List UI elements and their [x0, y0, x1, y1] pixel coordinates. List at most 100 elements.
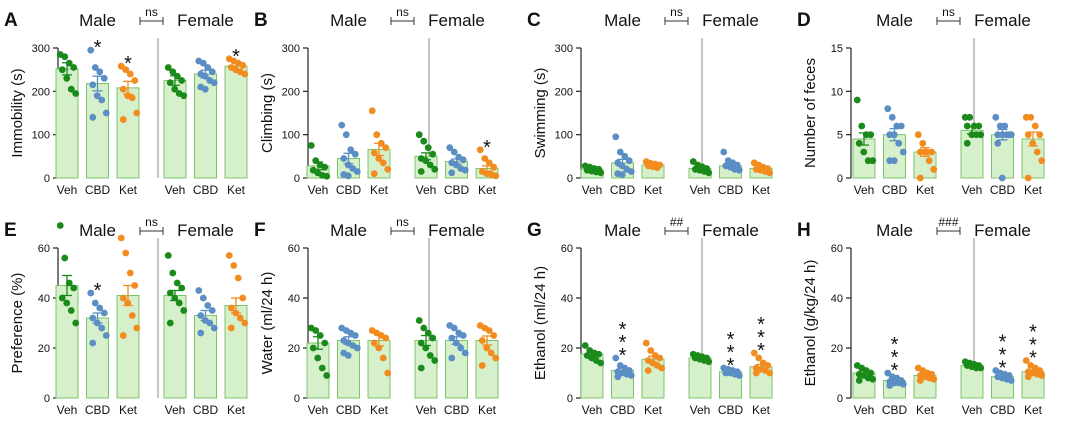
data-point [351, 332, 359, 339]
data-point [61, 254, 69, 262]
data-point [65, 59, 73, 67]
y-axis-label: Number of feces [802, 58, 819, 168]
data-point [992, 113, 1000, 121]
sex-label-female: Female [702, 11, 759, 30]
comparison-label: ns [942, 5, 955, 19]
data-point [89, 81, 97, 89]
data-point [197, 312, 205, 319]
data-point [58, 294, 66, 302]
data-point [373, 131, 381, 139]
data-point [204, 64, 212, 71]
data-point [309, 344, 317, 352]
data-point [921, 148, 929, 156]
data-point [897, 122, 905, 130]
comparison-label: ns [396, 5, 409, 19]
data-point [963, 122, 971, 130]
data-point [642, 339, 650, 347]
y-axis-label: Ethanol (ml/24 h) [532, 266, 549, 380]
x-tick-label: CBD [444, 183, 470, 197]
data-point [384, 165, 392, 173]
data-point [382, 144, 390, 152]
data-point [67, 85, 75, 93]
sex-label-male: Male [330, 11, 367, 30]
data-point [323, 372, 331, 379]
data-point [122, 249, 130, 257]
data-point [916, 377, 924, 384]
data-point [450, 324, 458, 332]
data-point [102, 109, 110, 117]
x-tick-label: Ket [752, 183, 771, 197]
data-point [87, 289, 95, 297]
data-point [705, 358, 713, 366]
data-point [312, 157, 320, 165]
x-tick-label: Ket [916, 403, 935, 417]
data-point [928, 148, 936, 156]
data-point [199, 59, 207, 67]
y-tick-label: 0 [837, 173, 843, 185]
data-point [612, 354, 620, 362]
x-tick-label: Veh [582, 403, 603, 417]
data-point [895, 139, 903, 147]
sex-label-female: Female [974, 221, 1031, 240]
data-point [417, 339, 425, 347]
data-point [426, 161, 434, 169]
data-point [340, 155, 348, 162]
data-point [461, 166, 469, 174]
sex-label-female: Female [177, 11, 234, 30]
data-point [232, 309, 240, 317]
data-point [377, 139, 385, 147]
data-point [1038, 372, 1046, 379]
data-point [869, 375, 877, 383]
x-tick-label: Ket [370, 183, 389, 197]
data-point [899, 380, 907, 388]
data-point [370, 339, 378, 347]
y-tick-label: 300 [555, 43, 573, 55]
significance-stars: * * * [727, 329, 735, 377]
data-point [884, 369, 892, 377]
data-point [415, 131, 423, 139]
data-point [1022, 357, 1030, 364]
x-tick-label: Ket [1024, 183, 1043, 197]
bar [116, 87, 140, 179]
data-point [860, 148, 868, 156]
data-point [98, 96, 106, 104]
data-point [166, 289, 174, 297]
data-point [627, 372, 635, 379]
data-point [1024, 131, 1032, 139]
data-point [91, 299, 99, 307]
data-point [164, 64, 172, 71]
x-tick-label: Veh [165, 403, 186, 417]
data-point [478, 362, 486, 369]
data-point [487, 349, 495, 357]
bar [86, 317, 109, 399]
data-point [384, 369, 392, 377]
significance-stars: * * * [619, 319, 627, 367]
comparison-label: ### [938, 215, 958, 229]
data-point [72, 319, 80, 327]
data-point [914, 131, 922, 139]
data-point [312, 327, 320, 334]
data-point [119, 116, 127, 123]
x-tick-label: CBD [193, 403, 219, 417]
x-tick-label: Ket [1024, 403, 1043, 417]
sex-label-male: Male [604, 221, 641, 240]
x-tick-label: Veh [962, 403, 983, 417]
sex-label-female: Female [428, 221, 485, 240]
data-point [164, 252, 172, 259]
data-point [199, 294, 207, 302]
bar [991, 134, 1014, 179]
data-point [61, 53, 69, 61]
y-tick-label: 20 [288, 343, 300, 355]
y-axis-label: Immobility (s) [9, 68, 26, 157]
x-tick-label: CBD [718, 403, 744, 417]
data-point [67, 307, 75, 314]
data-point [647, 347, 655, 354]
y-tick-label: 20 [38, 343, 50, 355]
x-tick-label: CBD [610, 183, 636, 197]
data-point [119, 332, 127, 339]
significance-stars: * [232, 46, 240, 68]
data-point [869, 157, 877, 165]
data-point [899, 148, 907, 156]
y-tick-label: 200 [555, 86, 573, 98]
x-tick-label: Veh [854, 403, 875, 417]
